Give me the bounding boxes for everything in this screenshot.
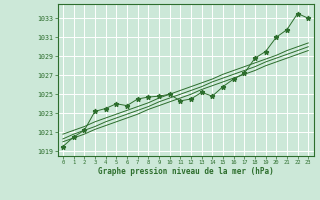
X-axis label: Graphe pression niveau de la mer (hPa): Graphe pression niveau de la mer (hPa) <box>98 167 274 176</box>
